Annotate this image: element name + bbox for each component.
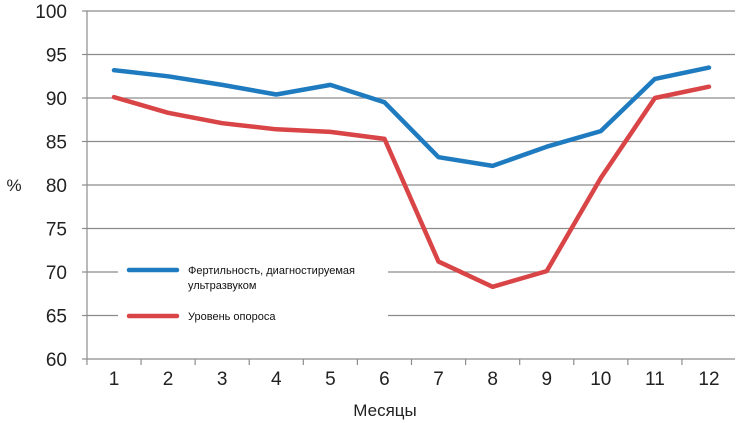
axes — [86, 11, 735, 365]
x-tick-label: 11 — [645, 369, 665, 390]
y-tick-label: 70 — [46, 263, 67, 284]
legend-label-1: Фертильность, диагностируемая — [188, 265, 355, 277]
x-tick-labels: 1 2 3 4 5 6 7 8 9 10 11 12 — [109, 369, 720, 390]
y-tick-label: 75 — [46, 220, 67, 241]
legend-label-1: ультразвуком — [188, 280, 256, 292]
x-tick-label: 1 — [109, 369, 120, 390]
legend: Фертильность, диагностируемая ультразвуко… — [126, 265, 355, 323]
x-tick-label: 5 — [325, 369, 336, 390]
y-tick-label: 80 — [46, 176, 67, 197]
x-tick-label: 9 — [541, 369, 552, 390]
x-axis-title: Месяцы — [353, 401, 416, 420]
x-tick-label: 4 — [271, 369, 282, 390]
y-tick-label: 95 — [46, 46, 67, 67]
x-tick-label: 12 — [698, 369, 719, 390]
legend-label-2: Уровень опороса — [188, 311, 276, 323]
series-lines — [111, 65, 712, 290]
y-tick-label: 85 — [46, 133, 67, 154]
x-tick-label: 8 — [487, 369, 498, 390]
x-tick-label: 10 — [590, 369, 611, 390]
y-tick-label: 100 — [35, 2, 67, 23]
y-tick-label: 65 — [46, 307, 67, 328]
y-tick-labels: 60 65 70 75 80 85 90 95 100 — [35, 2, 67, 371]
series-line-2 — [111, 84, 712, 290]
y-tick-label: 90 — [46, 89, 67, 110]
x-tick-label: 2 — [163, 369, 174, 390]
y-axis-title: % — [6, 176, 21, 195]
series-line-1 — [111, 65, 712, 169]
x-tick-label: 6 — [379, 369, 390, 390]
x-tick-label: 3 — [217, 369, 228, 390]
x-tick-label: 7 — [433, 369, 444, 390]
y-tick-label: 60 — [46, 350, 67, 371]
